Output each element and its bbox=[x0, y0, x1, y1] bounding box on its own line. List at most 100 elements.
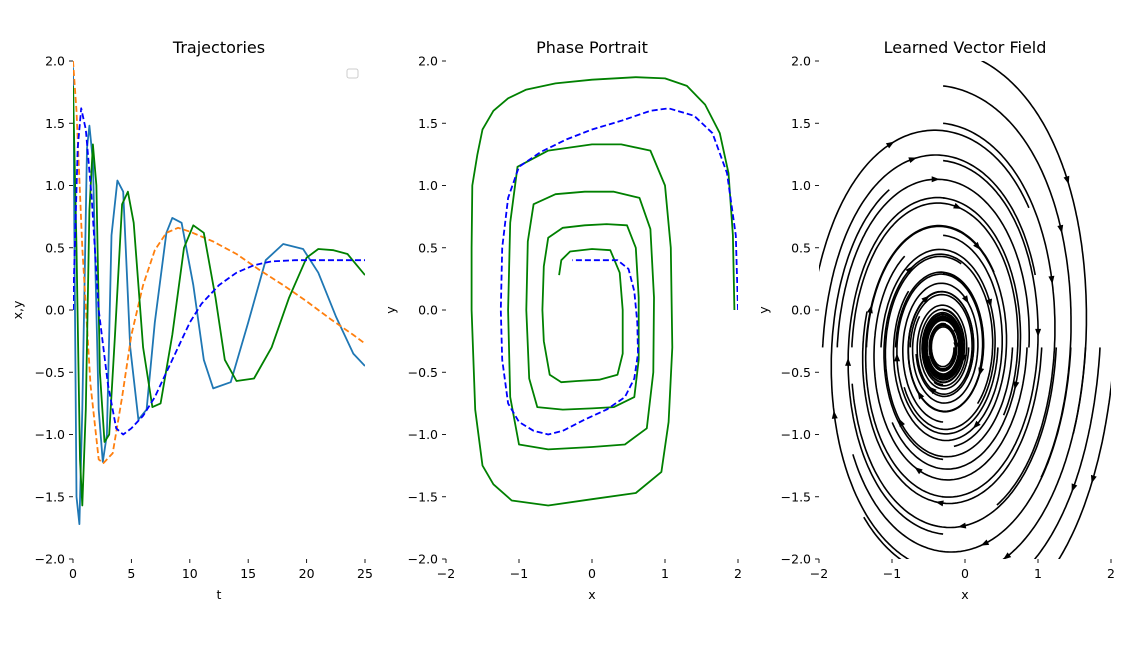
x-tick-label: 1 bbox=[1034, 566, 1042, 581]
streamline-22 bbox=[819, 129, 1030, 273]
x-tick-label: 20 bbox=[299, 566, 315, 581]
y-tick-label: 2.0 bbox=[45, 54, 65, 69]
y-tick-label: 1.5 bbox=[791, 116, 811, 131]
vector-field-y-label: y bbox=[756, 306, 771, 314]
trajectories-panel: Trajectories 0 5 10 15 20 25 −2.0 −1.5 −1.0 −0.5… bbox=[10, 38, 373, 602]
x-tick-label: −1 bbox=[883, 566, 901, 581]
y-tick-label: −1.0 bbox=[781, 427, 811, 442]
y-tick-label: 0.5 bbox=[791, 240, 811, 255]
x-tick-label: 0 bbox=[961, 566, 969, 581]
streamline-arrow-31 bbox=[1013, 381, 1020, 390]
phase-portrait-x-label: x bbox=[588, 587, 595, 602]
streamline-arrow-40 bbox=[845, 357, 852, 366]
y-tick-label: 1.0 bbox=[45, 178, 65, 193]
streamline-arrow-15 bbox=[928, 386, 937, 395]
y-tick-label: 0.0 bbox=[418, 303, 438, 318]
x-tick-label: 0 bbox=[69, 566, 77, 581]
x-tick-label: −2 bbox=[437, 566, 455, 581]
y-tick-label: 1.5 bbox=[45, 116, 65, 131]
streamline-arrow-0 bbox=[953, 342, 960, 351]
series-line-1 bbox=[73, 61, 365, 464]
phase-portrait-title: Phase Portrait bbox=[536, 38, 648, 57]
x-tick-label: −1 bbox=[510, 566, 528, 581]
streamline-arrow-3 bbox=[894, 353, 901, 362]
x-tick-label: 15 bbox=[240, 566, 256, 581]
phase-portrait-y-ticks: −2.0 −1.5 −1.0 −0.5 0.0 0.5 1.0 1.5 2.0 bbox=[408, 54, 446, 567]
series-line-1 bbox=[499, 107, 738, 436]
streamline-arrow-34 bbox=[1057, 224, 1064, 234]
phase-portrait-series bbox=[470, 76, 738, 507]
streamline-arrow-6 bbox=[935, 500, 944, 507]
streamline-6 bbox=[861, 311, 1043, 505]
y-tick-label: 0.5 bbox=[418, 240, 438, 255]
series-line-3 bbox=[73, 107, 365, 436]
vector-field-panel: Learned Vector Field −2 −1 0 1 2 −2.0 −1.5 −1.… bbox=[756, 38, 1115, 602]
y-tick-label: −2.0 bbox=[781, 552, 811, 567]
y-tick-label: 2.0 bbox=[418, 54, 438, 69]
streamline-arrow-39 bbox=[866, 304, 873, 314]
x-tick-label: 25 bbox=[357, 566, 373, 581]
streamline-arrow-9 bbox=[1003, 552, 1012, 559]
streamline-arrow-29 bbox=[917, 391, 925, 400]
vector-field-title: Learned Vector Field bbox=[884, 38, 1047, 57]
streamline-arrow-19 bbox=[953, 202, 962, 209]
y-tick-label: 0.0 bbox=[791, 303, 811, 318]
vector-field-streamlines bbox=[819, 61, 1111, 559]
trajectories-y-ticks: −2.0 −1.5 −1.0 −0.5 0.0 0.5 1.0 1.5 2.0 bbox=[35, 54, 73, 567]
y-tick-label: 1.0 bbox=[418, 178, 438, 193]
y-tick-label: −1.5 bbox=[781, 489, 811, 504]
y-tick-label: 1.0 bbox=[791, 178, 811, 193]
series-line-0 bbox=[73, 67, 365, 525]
streamline-arrow-7 bbox=[957, 522, 967, 529]
trajectories-x-label: t bbox=[217, 587, 222, 602]
y-tick-label: −1.0 bbox=[35, 427, 65, 442]
trajectories-x-ticks: 0 5 10 15 20 25 bbox=[69, 559, 373, 581]
x-tick-label: −2 bbox=[810, 566, 828, 581]
x-tick-label: 10 bbox=[182, 566, 198, 581]
y-tick-label: −2.0 bbox=[408, 552, 438, 567]
y-tick-label: −0.5 bbox=[35, 365, 65, 380]
phase-portrait-panel: Phase Portrait −2 −1 0 1 2 −2.0 −1.5 −1.0 −0.5 0… bbox=[383, 38, 742, 602]
streamline-arrow-37 bbox=[961, 295, 969, 304]
series-line-0 bbox=[470, 76, 736, 507]
y-tick-label: 0.0 bbox=[45, 303, 65, 318]
streamline-arrow-10 bbox=[1071, 483, 1078, 492]
trajectories-y-label: x,y bbox=[10, 300, 25, 319]
trajectories-title: Trajectories bbox=[172, 38, 265, 57]
streamline-arrow-21 bbox=[908, 157, 917, 164]
y-tick-label: −1.5 bbox=[35, 489, 65, 504]
streamline-arrow-17 bbox=[986, 298, 993, 308]
streamline-arrow-32 bbox=[1035, 328, 1042, 337]
streamline-arrow-41 bbox=[831, 410, 838, 419]
y-tick-label: 0.5 bbox=[45, 240, 65, 255]
y-tick-label: 2.0 bbox=[791, 54, 811, 69]
x-tick-label: 2 bbox=[1107, 566, 1115, 581]
streamline-arrow-33 bbox=[1048, 275, 1055, 285]
vector-field-x-label: x bbox=[961, 587, 968, 602]
series-line-2 bbox=[73, 85, 365, 507]
x-tick-label: 5 bbox=[127, 566, 135, 581]
streamline-0 bbox=[928, 322, 958, 372]
phase-portrait-y-label: y bbox=[383, 306, 398, 314]
streamline-arrow-5 bbox=[914, 467, 923, 475]
trajectories-legend-box bbox=[346, 68, 359, 79]
streamline-arrow-20 bbox=[931, 176, 940, 183]
streamline-arrow-8 bbox=[980, 539, 990, 546]
streamline-arrow-36 bbox=[922, 351, 929, 360]
y-tick-label: −1.0 bbox=[408, 427, 438, 442]
vector-field-x-ticks: −2 −1 0 1 2 bbox=[810, 559, 1115, 581]
streamline-arrow-35 bbox=[1063, 175, 1070, 185]
streamline-arrow-30 bbox=[972, 420, 981, 429]
vector-field-y-ticks: −2.0 −1.5 −1.0 −0.5 0.0 0.5 1.0 1.5 2.0 bbox=[781, 54, 819, 567]
phase-portrait-x-ticks: −2 −1 0 1 2 bbox=[437, 559, 742, 581]
x-tick-label: 1 bbox=[661, 566, 669, 581]
y-tick-label: 1.5 bbox=[418, 116, 438, 131]
streamline-arrow-38 bbox=[905, 266, 914, 274]
y-tick-label: −1.5 bbox=[408, 489, 438, 504]
streamline-arrow-22 bbox=[885, 141, 895, 149]
y-tick-label: −0.5 bbox=[781, 365, 811, 380]
y-tick-label: −2.0 bbox=[35, 552, 65, 567]
y-tick-label: −0.5 bbox=[408, 365, 438, 380]
x-tick-label: 2 bbox=[734, 566, 742, 581]
